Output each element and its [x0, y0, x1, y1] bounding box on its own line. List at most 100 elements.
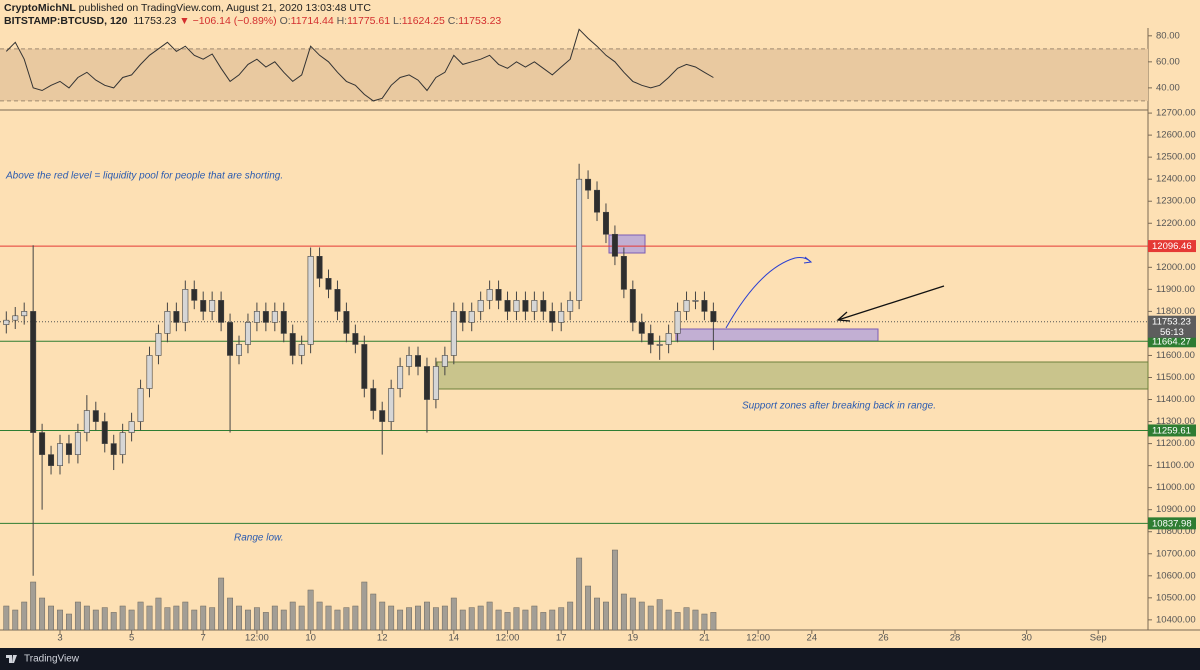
x-tick-label: 12:00: [746, 633, 770, 644]
y-tick-label: 11500.00: [1156, 372, 1195, 383]
volume-bar: [513, 607, 520, 631]
candle-body: [558, 311, 565, 323]
volume-bar: [253, 607, 260, 631]
volume-bar: [66, 613, 72, 631]
candle-body: [57, 443, 63, 466]
order-block: [608, 234, 646, 254]
candle-body: [271, 311, 278, 323]
x-tick-label: 21: [699, 633, 710, 644]
candle-body: [397, 366, 404, 389]
candle-body: [531, 300, 538, 312]
level-tag: [1148, 335, 1196, 348]
y-tick-label: 11900.00: [1156, 284, 1195, 295]
y-tick-label: 11800.00: [1156, 306, 1195, 317]
ohlc-value: 11753.23: [458, 15, 502, 27]
volume-bar: [620, 593, 627, 631]
x-tick-label: 26: [878, 633, 889, 644]
volume-bar: [289, 601, 296, 631]
x-tick-label: 10: [305, 633, 316, 644]
rsi-tick-label: 60.00: [1156, 56, 1180, 67]
volume-bar: [74, 601, 81, 631]
candle-body: [522, 300, 529, 312]
header-line: BITSTAMP:BTCUSD, 120 11753.23 ▼ −106.14 …: [4, 15, 501, 28]
candle-body: [343, 311, 350, 334]
volume-bar: [397, 609, 404, 631]
candle-body: [415, 355, 421, 367]
candle-body: [432, 366, 439, 400]
candle-body: [227, 322, 234, 356]
ohlc-key: L:: [393, 15, 402, 27]
y-tick-label: 12400.00: [1156, 174, 1196, 185]
candle-body: [647, 333, 654, 345]
candle-body: [388, 388, 395, 422]
volume-bar: [325, 605, 332, 631]
x-tick-label: 12:00: [496, 633, 520, 644]
candle-body: [674, 311, 681, 334]
candle-body: [83, 410, 90, 433]
candle-body: [710, 311, 717, 322]
volume-bar: [468, 607, 475, 631]
candle-body: [12, 315, 19, 321]
support-box: [675, 328, 879, 342]
x-tick-label: 24: [807, 633, 818, 644]
candle-body: [585, 178, 592, 191]
y-tick-label: 10400.00: [1156, 614, 1196, 625]
volume-bar: [271, 605, 278, 631]
candle-body: [638, 322, 645, 334]
volume-bar: [558, 607, 565, 631]
x-tick-label: 5: [129, 633, 134, 644]
candle-body: [459, 311, 466, 323]
candle-body: [701, 300, 708, 312]
volume-bar: [370, 593, 377, 631]
candle-body: [620, 256, 627, 290]
annotation: Above the red level = liquidity pool for…: [5, 171, 283, 182]
candle-body: [30, 311, 37, 433]
candle-body: [289, 333, 296, 356]
volume-bar: [3, 605, 10, 631]
volume-bar: [540, 612, 547, 631]
y-tick-label: 12300.00: [1156, 196, 1196, 207]
level-tag-label: 11664.27: [1152, 336, 1191, 347]
volume-bar: [441, 605, 448, 631]
candle-body: [253, 311, 260, 323]
volume-bar: [656, 599, 663, 631]
y-tick-label: 11100.00: [1156, 460, 1194, 471]
x-tick-label: 7: [201, 633, 206, 644]
candle-body: [504, 300, 511, 312]
projection-arrow: [725, 257, 812, 329]
candle-body: [540, 300, 547, 312]
x-tick-label: Sep: [1090, 633, 1107, 644]
volume-bar: [137, 601, 144, 631]
candle-body: [656, 344, 663, 346]
candle-body: [280, 311, 287, 334]
volume-bar: [30, 581, 37, 631]
volume-bar: [603, 601, 609, 631]
y-tick-label: 11400.00: [1156, 394, 1195, 405]
candle-body: [262, 311, 269, 323]
candle-body: [200, 300, 207, 312]
candle-body: [513, 300, 520, 312]
volume-bar: [280, 609, 287, 631]
candle-body: [611, 233, 618, 257]
volume-bar: [495, 609, 502, 631]
candle-body: [629, 289, 636, 323]
candle-body: [48, 454, 55, 466]
volume-bar: [638, 601, 645, 631]
candle-body: [477, 300, 484, 312]
annotation: Range low.: [234, 533, 283, 544]
volume-bar: [531, 605, 538, 631]
volume-bar: [173, 605, 180, 631]
arrow-head: [803, 256, 813, 264]
candle-body: [692, 300, 699, 302]
x-tick-label: 3: [57, 633, 62, 644]
volume-bar: [432, 607, 439, 631]
author: CryptoMichNL: [4, 2, 76, 14]
volume-bar: [665, 609, 672, 631]
y-tick-label: 11000.00: [1156, 482, 1195, 493]
annotation: Support zones after breaking back in ran…: [742, 401, 936, 412]
x-tick-label: 17: [556, 633, 567, 644]
candle-body: [236, 344, 242, 356]
x-tick-label: 19: [628, 633, 639, 644]
footer-logo: [6, 655, 17, 663]
level-tag-label: 12096.46: [1152, 241, 1192, 252]
